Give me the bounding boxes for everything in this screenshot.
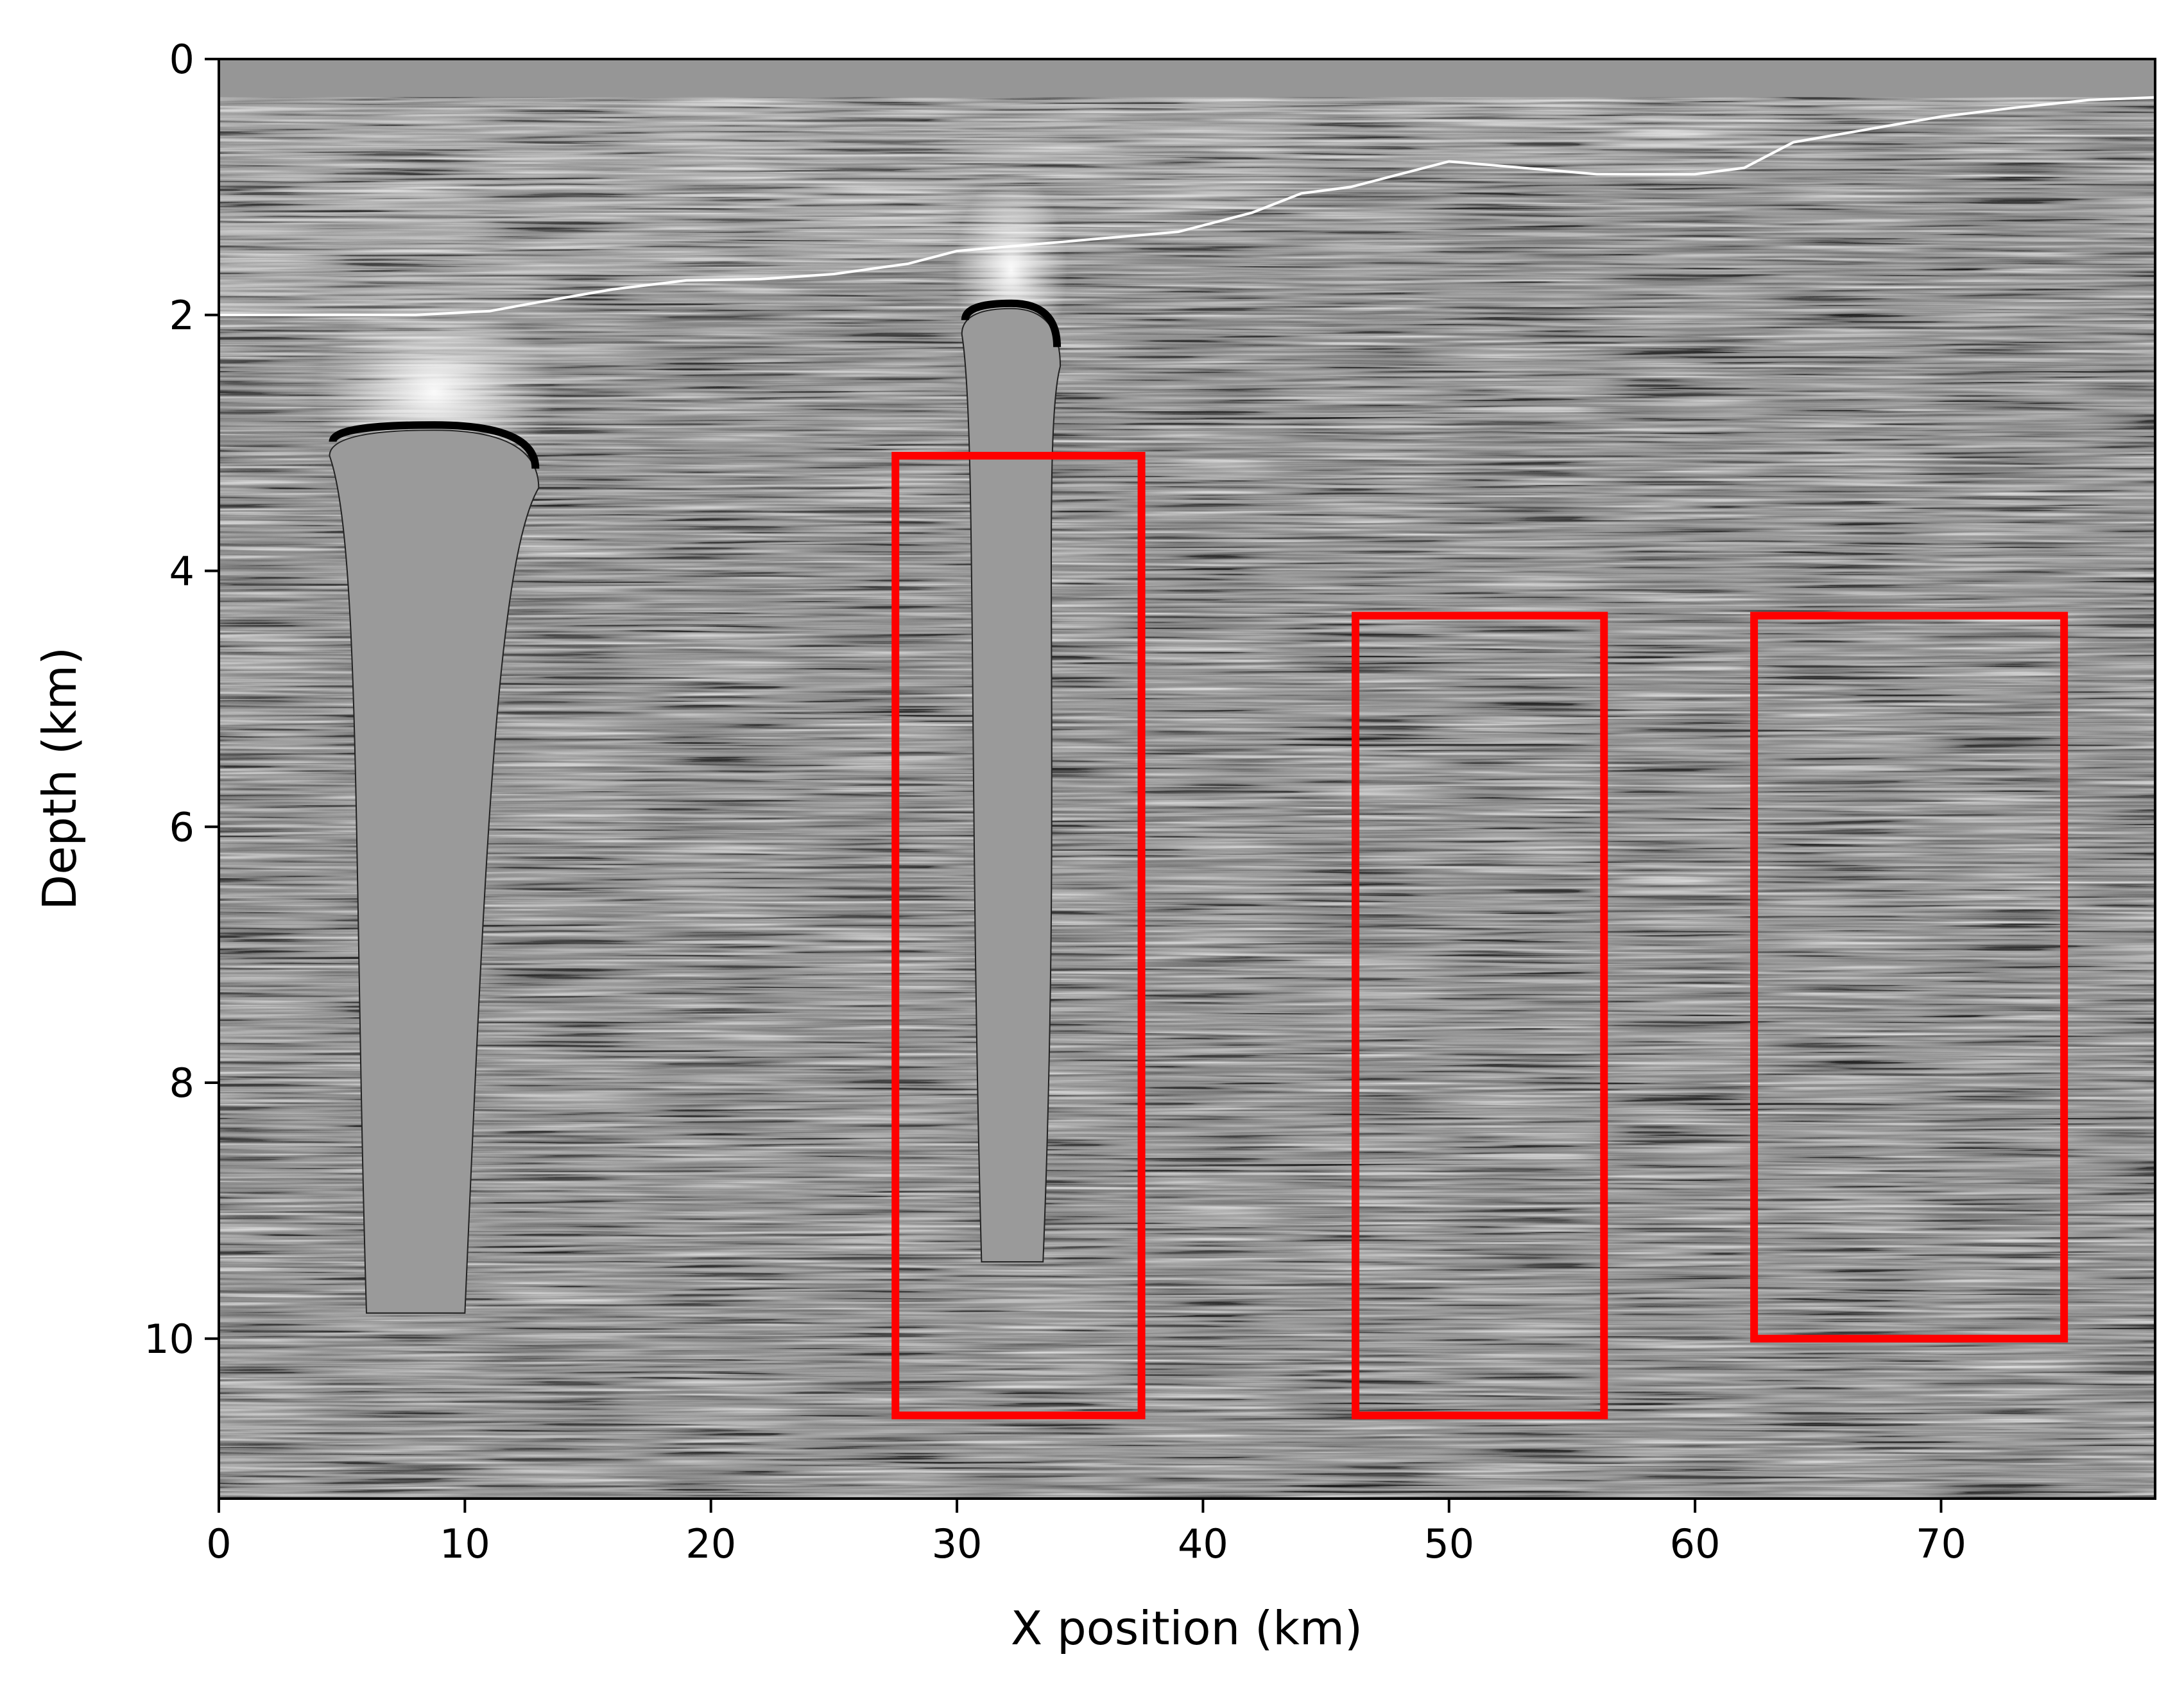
y-tick-label: 0 xyxy=(169,36,194,83)
plot-frame xyxy=(218,58,2156,1500)
sediment-reflectors xyxy=(219,97,2155,1499)
highlight-box-2 xyxy=(1352,612,1608,1420)
x-tick-label: 40 xyxy=(1178,1520,1228,1567)
seafloor-line xyxy=(219,96,2155,316)
x-tick-label: 0 xyxy=(206,1520,231,1567)
x-axis-label: X position (km) xyxy=(1011,1601,1363,1655)
salt-bodies xyxy=(314,173,1068,1314)
plot-area xyxy=(219,59,2155,1499)
x-tick-label: 20 xyxy=(685,1520,736,1567)
y-tick-label: 8 xyxy=(169,1060,194,1106)
y-tick-label: 6 xyxy=(169,804,194,850)
salt-top-reflector xyxy=(329,421,540,469)
highlight-box-1 xyxy=(891,452,1146,1420)
salt-top-reflector xyxy=(961,299,1062,347)
sediment-texture xyxy=(219,97,2155,1499)
y-tick-label: 10 xyxy=(144,1316,194,1363)
y-axis: 0 2 4 6 8 10 xyxy=(144,36,219,1363)
x-tick-label: 10 xyxy=(440,1520,490,1567)
salt-body-1 xyxy=(329,429,540,1314)
highlight-box-3 xyxy=(1750,612,2068,1343)
highlight-boxes xyxy=(891,452,2068,1420)
x-tick-label: 70 xyxy=(1916,1520,1966,1567)
y-tick-label: 4 xyxy=(169,548,194,595)
x-tick-label: 30 xyxy=(932,1520,983,1567)
x-tick-label: 60 xyxy=(1670,1520,1721,1567)
salt-body-2 xyxy=(961,307,1062,1263)
y-tick-label: 2 xyxy=(169,292,194,339)
x-tick-label: 50 xyxy=(1423,1520,1474,1567)
x-axis: 0 10 20 30 40 50 60 70 xyxy=(206,1499,1966,1567)
y-axis-label: Depth (km) xyxy=(33,647,87,910)
